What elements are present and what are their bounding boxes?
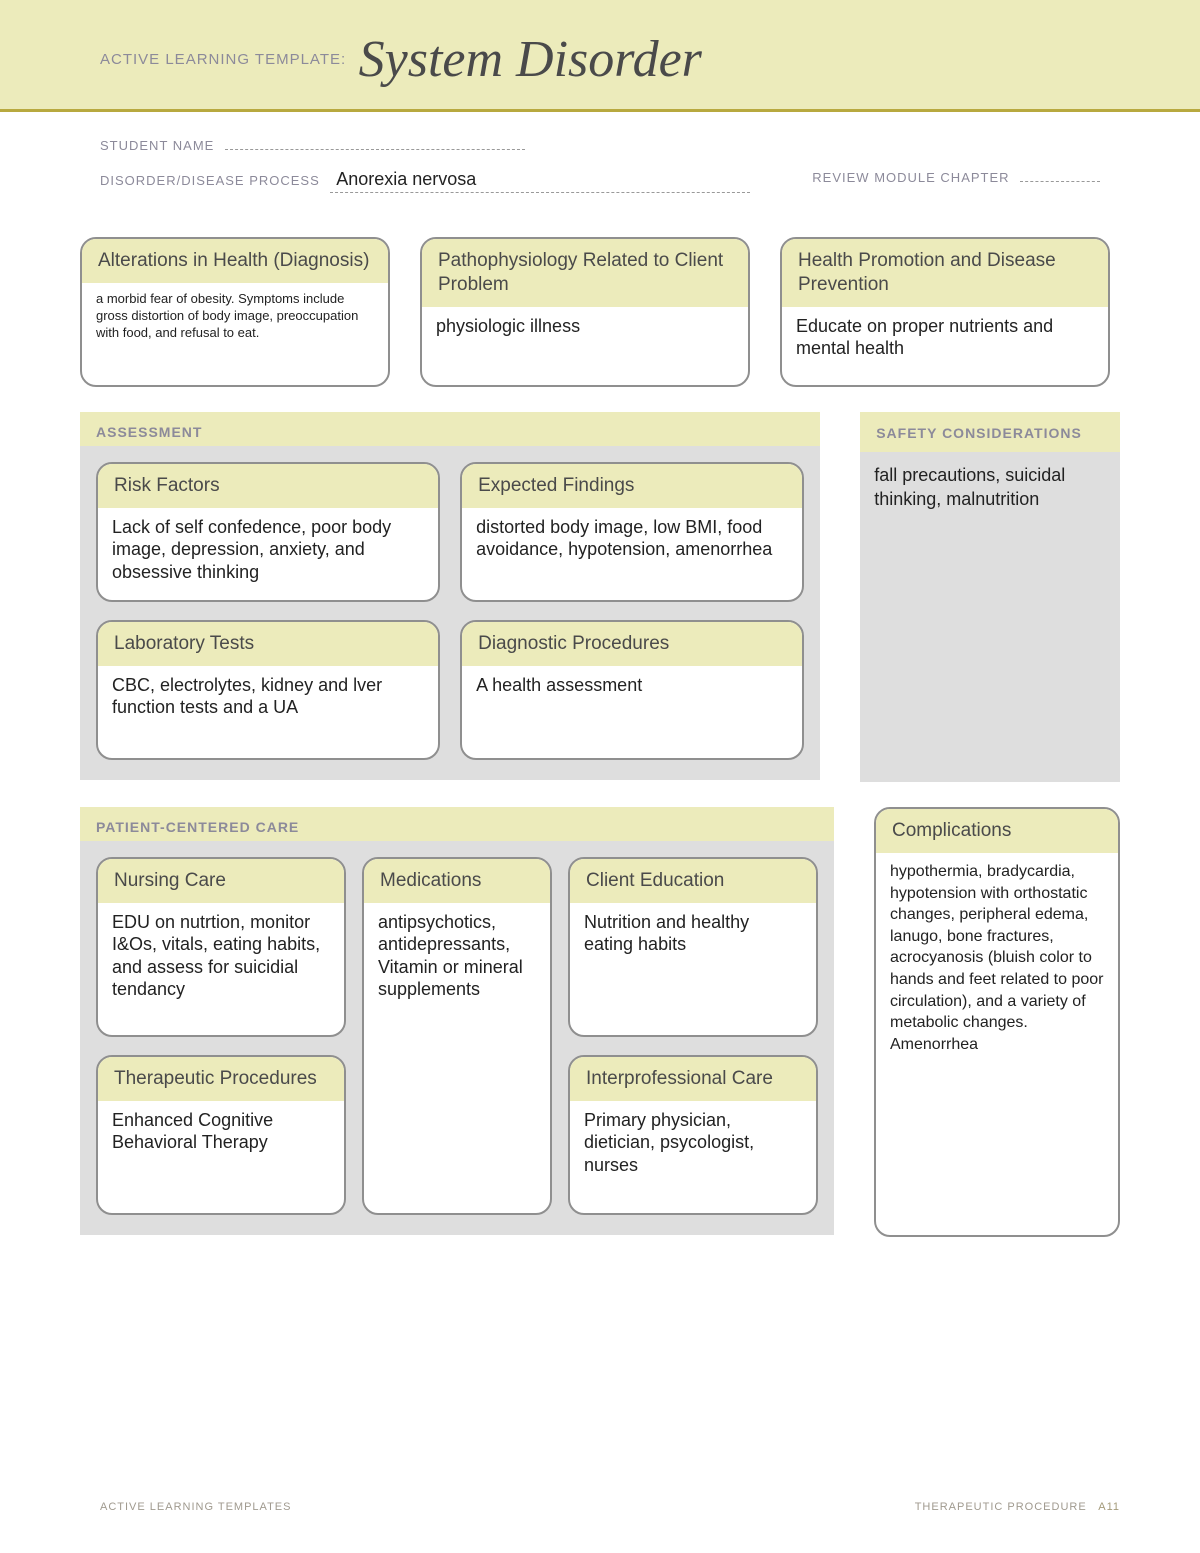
- pcc-col-2: Medications antipsychotics, antidepressa…: [362, 857, 552, 1215]
- card-edu: Client Education Nutrition and healthy e…: [568, 857, 818, 1037]
- student-name-field[interactable]: [225, 147, 525, 150]
- card-head-ther: Therapeutic Procedures: [98, 1057, 344, 1101]
- card-body-inter: Primary physician, dietician, psycologis…: [570, 1101, 816, 1213]
- card-head-diag: Diagnostic Procedures: [462, 622, 802, 666]
- assessment-grid-2: Laboratory Tests CBC, electrolytes, kidn…: [96, 602, 804, 760]
- pcc-col-3: Client Education Nutrition and healthy e…: [568, 857, 818, 1215]
- card-promo: Health Promotion and Disease Prevention …: [780, 237, 1110, 387]
- card-meds: Medications antipsychotics, antidepressa…: [362, 857, 552, 1215]
- pcc-col-1: Nursing Care EDU on nutrtion, monitor I&…: [96, 857, 346, 1215]
- footer-right: THERAPEUTIC PROCEDURE A11: [915, 1501, 1120, 1513]
- card-body-patho: physiologic illness: [422, 307, 748, 386]
- review-field[interactable]: [1020, 179, 1100, 182]
- card-expected: Expected Findings distorted body image, …: [460, 462, 804, 602]
- review-wrap: REVIEW MODULE CHAPTER: [812, 169, 1100, 187]
- content: Alterations in Health (Diagnosis) a morb…: [0, 217, 1200, 1237]
- assessment-safety-row: ASSESSMENT Risk Factors Lack of self con…: [80, 412, 1120, 782]
- pcc-complications-row: PATIENT-CENTERED CARE Nursing Care EDU o…: [80, 807, 1120, 1237]
- card-body-risk: Lack of self confedence, poor body image…: [98, 508, 438, 600]
- card-head-expected: Expected Findings: [462, 464, 802, 508]
- student-name-row: STUDENT NAME: [100, 137, 1100, 155]
- header-title: System Disorder: [359, 30, 702, 89]
- card-body-nursing: EDU on nutrtion, monitor I&Os, vitals, e…: [98, 903, 344, 1035]
- page: ACTIVE LEARNING TEMPLATE: System Disorde…: [0, 0, 1200, 1553]
- card-head-nursing: Nursing Care: [98, 859, 344, 903]
- card-body-alterations: a morbid fear of obesity. Symptoms inclu…: [82, 283, 388, 385]
- pcc-panel: Nursing Care EDU on nutrtion, monitor I&…: [80, 841, 834, 1235]
- card-head-alterations: Alterations in Health (Diagnosis): [82, 239, 388, 283]
- card-alterations: Alterations in Health (Diagnosis) a morb…: [80, 237, 390, 387]
- review-label: REVIEW MODULE CHAPTER: [812, 170, 1009, 185]
- disorder-field[interactable]: Anorexia nervosa: [330, 169, 750, 193]
- footer-right-label: THERAPEUTIC PROCEDURE: [915, 1501, 1087, 1513]
- card-body-promo: Educate on proper nutrients and mental h…: [782, 307, 1108, 386]
- safety-body: fall precautions, suicidal thinking, mal…: [860, 452, 1120, 782]
- card-body-expected: distorted body image, low BMI, food avoi…: [462, 508, 802, 600]
- card-body-meds: antipsychotics, antidepressants, Vitamin…: [364, 903, 550, 1213]
- card-risk: Risk Factors Lack of self confedence, po…: [96, 462, 440, 602]
- assessment-label: ASSESSMENT: [80, 412, 820, 446]
- footer-page: A11: [1098, 1501, 1120, 1513]
- card-head-meds: Medications: [364, 859, 550, 903]
- card-diag: Diagnostic Procedures A health assessmen…: [460, 620, 804, 760]
- footer: ACTIVE LEARNING TEMPLATES THERAPEUTIC PR…: [100, 1501, 1120, 1513]
- card-body-edu: Nutrition and healthy eating habits: [570, 903, 816, 1035]
- top-row: Alterations in Health (Diagnosis) a morb…: [80, 237, 1120, 387]
- assessment-panel: Risk Factors Lack of self confedence, po…: [80, 446, 820, 780]
- card-body-diag: A health assessment: [462, 666, 802, 758]
- student-name-label: STUDENT NAME: [100, 138, 214, 153]
- card-head-promo: Health Promotion and Disease Prevention: [782, 239, 1108, 307]
- safety-column: SAFETY CONSIDERATIONS fall precautions, …: [860, 412, 1120, 782]
- card-body-complications: hypothermia, bradycardia, hypotension wi…: [876, 853, 1118, 1235]
- complications-column: Complications hypothermia, bradycardia, …: [874, 807, 1120, 1237]
- card-head-complications: Complications: [876, 809, 1118, 853]
- card-head-patho: Pathophysiology Related to Client Proble…: [422, 239, 748, 307]
- card-head-risk: Risk Factors: [98, 464, 438, 508]
- card-head-inter: Interprofessional Care: [570, 1057, 816, 1101]
- pcc-column: PATIENT-CENTERED CARE Nursing Care EDU o…: [80, 807, 834, 1237]
- card-body-labs: CBC, electrolytes, kidney and lver funct…: [98, 666, 438, 758]
- header-label: ACTIVE LEARNING TEMPLATE:: [100, 51, 346, 68]
- pcc-grid: Nursing Care EDU on nutrtion, monitor I&…: [96, 841, 818, 1215]
- card-head-edu: Client Education: [570, 859, 816, 903]
- header-band: ACTIVE LEARNING TEMPLATE: System Disorde…: [0, 0, 1200, 112]
- disorder-row: DISORDER/DISEASE PROCESS Anorexia nervos…: [100, 169, 1100, 193]
- footer-left: ACTIVE LEARNING TEMPLATES: [100, 1501, 291, 1513]
- assessment-grid-1: Risk Factors Lack of self confedence, po…: [96, 446, 804, 602]
- disorder-label: DISORDER/DISEASE PROCESS: [100, 173, 320, 188]
- card-labs: Laboratory Tests CBC, electrolytes, kidn…: [96, 620, 440, 760]
- card-ther: Therapeutic Procedures Enhanced Cognitiv…: [96, 1055, 346, 1215]
- card-inter: Interprofessional Care Primary physician…: [568, 1055, 818, 1215]
- card-patho: Pathophysiology Related to Client Proble…: [420, 237, 750, 387]
- pcc-label: PATIENT-CENTERED CARE: [80, 807, 834, 841]
- card-complications: Complications hypothermia, bradycardia, …: [874, 807, 1120, 1237]
- card-nursing: Nursing Care EDU on nutrtion, monitor I&…: [96, 857, 346, 1037]
- card-head-labs: Laboratory Tests: [98, 622, 438, 666]
- assessment-column: ASSESSMENT Risk Factors Lack of self con…: [80, 412, 820, 782]
- meta-area: STUDENT NAME DISORDER/DISEASE PROCESS An…: [0, 112, 1200, 217]
- safety-label: SAFETY CONSIDERATIONS: [860, 412, 1120, 452]
- card-body-ther: Enhanced Cognitive Behavioral Therapy: [98, 1101, 344, 1213]
